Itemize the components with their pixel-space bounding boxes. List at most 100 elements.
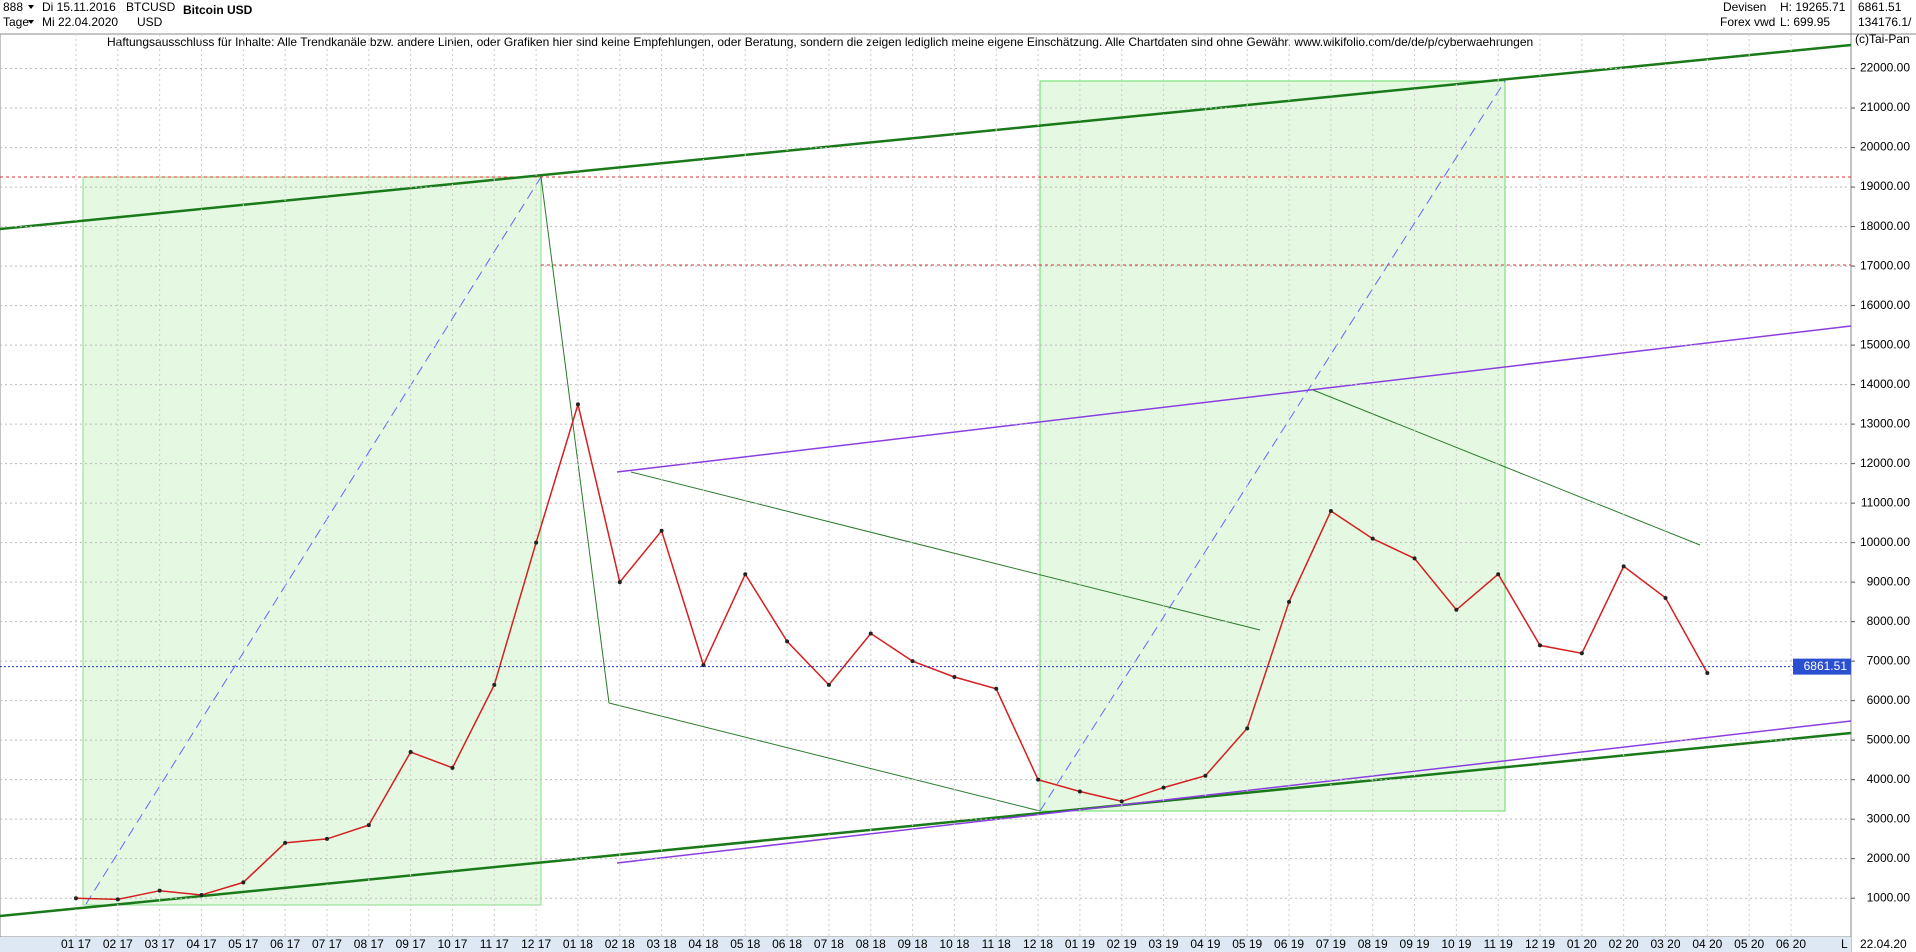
- market: Devisen: [1723, 0, 1766, 14]
- price-point: [1328, 509, 1333, 514]
- price-point: [994, 686, 999, 691]
- menu-label[interactable]: 888: [3, 0, 23, 14]
- disclaimer: Haftungsausschluss für Inhalte: Alle Tre…: [107, 35, 1533, 49]
- x-tick-label: 02 19: [1107, 937, 1137, 951]
- price-point: [283, 840, 288, 845]
- trend-line: [0, 731, 1852, 918]
- price-point: [910, 659, 915, 664]
- x-tick-label: 12 18: [1023, 937, 1053, 951]
- source: Forex vwd: [1720, 15, 1775, 29]
- trend-line: [1039, 80, 1506, 812]
- y-tick-label: 17000.00: [1860, 258, 1910, 272]
- period-label[interactable]: Tage: [3, 15, 29, 29]
- price-point: [1705, 671, 1710, 676]
- price-point: [1287, 599, 1292, 604]
- dropdown-arrow[interactable]: [28, 20, 34, 24]
- price-point: [1496, 572, 1501, 577]
- x-tick-label: 02 20: [1609, 937, 1639, 951]
- x-tick-label: 04 18: [688, 937, 718, 951]
- x-tick-label: 07 19: [1316, 937, 1346, 951]
- x-tick-label: 11 18: [982, 937, 1011, 951]
- y-tick-label: 11000.00: [1861, 495, 1910, 509]
- x-tick-label: 10 19: [1441, 937, 1471, 951]
- y-tick-label: 2000.00: [1867, 851, 1911, 865]
- y-tick-label: 13000.00: [1860, 416, 1910, 430]
- x-tick-label: 06 19: [1274, 937, 1304, 951]
- high-label: H: 19265.71: [1780, 0, 1846, 14]
- x-tick-label: 03 19: [1149, 937, 1179, 951]
- x-tick-label: 06 17: [270, 937, 300, 951]
- y-tick-label: 21000.00: [1860, 100, 1910, 114]
- x-tick-label: 09 18: [898, 937, 928, 951]
- x-axis-band: [0, 937, 1851, 952]
- end-date: Mi 22.04.2020: [42, 15, 118, 29]
- last-price-label: 6861.51: [1804, 659, 1848, 673]
- trend-line: [608, 702, 1041, 812]
- price-point: [199, 893, 204, 898]
- x-tick-label: 03 20: [1650, 937, 1680, 951]
- x-tick-label: 12 19: [1525, 937, 1555, 951]
- x-tick-label: 11 17: [480, 937, 509, 951]
- y-tick-label: 8000.00: [1867, 614, 1911, 628]
- y-tick-label: 5000.00: [1867, 732, 1911, 746]
- price-point: [1161, 785, 1166, 790]
- x-tick-label: 03 18: [647, 937, 677, 951]
- price-point: [868, 631, 873, 636]
- price-point: [1579, 651, 1584, 656]
- trend-line: [630, 471, 1261, 631]
- x-tick-label: 02 17: [103, 937, 133, 951]
- x-tick-label: 05 17: [228, 937, 258, 951]
- price-point: [492, 682, 497, 687]
- price-point: [1621, 564, 1626, 569]
- price-point: [450, 765, 455, 770]
- x-tick-label: 09 17: [396, 937, 426, 951]
- x-tick-label: 04 20: [1692, 937, 1722, 951]
- copyright: (c)Tai-Pan: [1855, 32, 1910, 46]
- price-point: [1538, 643, 1543, 648]
- price-point: [324, 836, 329, 841]
- price-point: [785, 639, 790, 644]
- price-point: [157, 888, 162, 893]
- axis-date: 22.04.20: [1860, 937, 1907, 951]
- x-tick-label: 12 17: [521, 937, 551, 951]
- price-point: [1203, 773, 1208, 778]
- x-tick-label: 10 18: [939, 937, 969, 951]
- dropdown-arrow[interactable]: [28, 5, 34, 9]
- x-tick-label: 02 18: [605, 937, 635, 951]
- price-point: [743, 572, 748, 577]
- y-tick-label: 9000.00: [1867, 574, 1911, 588]
- price-point: [366, 823, 371, 828]
- price-point: [115, 897, 120, 902]
- price-point: [1370, 536, 1375, 541]
- x-tick-label: 01 19: [1065, 937, 1095, 951]
- x-tick-label: 06 18: [772, 937, 802, 951]
- price-point: [952, 674, 957, 679]
- price-point: [1119, 799, 1124, 804]
- y-tick-label: 3000.00: [1867, 811, 1911, 825]
- price-point: [1663, 595, 1668, 600]
- last-price-box: [1793, 658, 1851, 675]
- price-point: [1454, 607, 1459, 612]
- price-point: [659, 528, 664, 533]
- price-line: [75, 401, 1708, 901]
- scale-mode[interactable]: L: [1841, 937, 1848, 951]
- plot-area: [0, 33, 1852, 938]
- x-tick-label: 07 18: [814, 937, 844, 951]
- price-point: [826, 682, 831, 687]
- y-tick-label: 18000.00: [1860, 219, 1910, 233]
- x-tick-label: 09 19: [1400, 937, 1430, 951]
- trend-line: [540, 176, 610, 704]
- price-point: [1245, 726, 1250, 731]
- x-tick-label: 01 18: [563, 937, 593, 951]
- y-tick-label: 19000.00: [1860, 179, 1910, 193]
- y-tick-label: 22000.00: [1860, 61, 1910, 75]
- x-tick-label: 01 17: [61, 937, 91, 951]
- x-tick-label: 06 20: [1776, 937, 1806, 951]
- start-date: Di 15.11.2016: [42, 0, 116, 14]
- x-tick-label: 08 17: [354, 937, 384, 951]
- y-tick-label: 7000.00: [1867, 653, 1911, 667]
- y-tick-label: 1000.00: [1867, 890, 1911, 904]
- price-point: [241, 880, 246, 885]
- trend-line: [616, 720, 1852, 864]
- volume: 134176.1/: [1858, 15, 1912, 29]
